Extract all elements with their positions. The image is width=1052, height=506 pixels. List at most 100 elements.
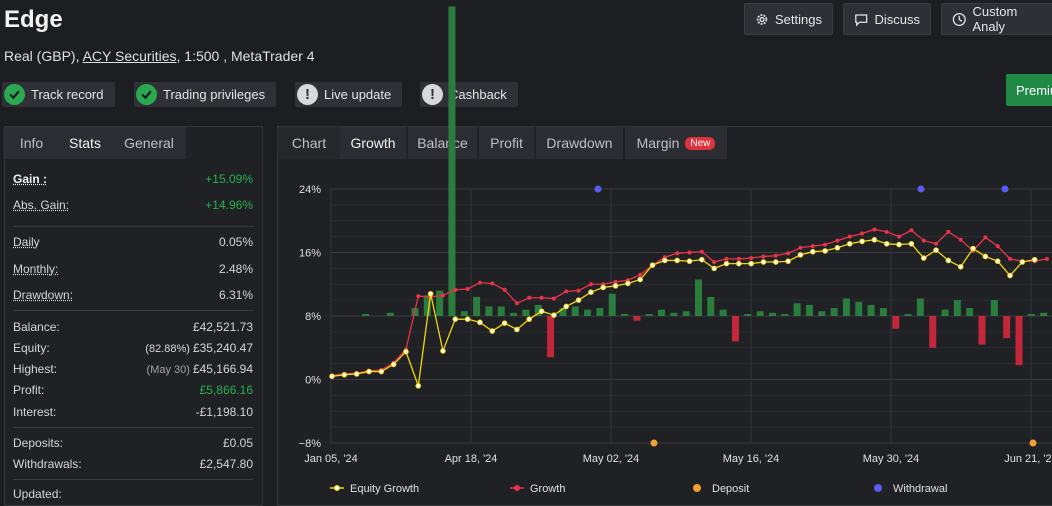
equity-point xyxy=(464,316,471,322)
growth-point xyxy=(983,235,988,240)
daily-bar xyxy=(1015,316,1023,366)
new-badge: New xyxy=(685,136,716,150)
custom-analysis-label: Custom Analy xyxy=(972,4,1018,34)
growth-point xyxy=(1045,256,1049,261)
equity-point xyxy=(723,260,730,267)
daily-bar xyxy=(768,312,776,316)
badge-label: Cashback xyxy=(449,87,507,102)
daily-bar xyxy=(596,308,604,316)
badge-label: Live update xyxy=(324,87,392,102)
growth-point xyxy=(823,242,828,247)
x-tick-label: Jan 05, '24 xyxy=(304,453,357,465)
divider xyxy=(13,427,253,428)
x-tick-label: Jun 21, '24 xyxy=(1004,453,1052,465)
tab-chart[interactable]: Chart xyxy=(278,127,340,159)
deposit-marker xyxy=(650,439,658,447)
equity-point xyxy=(477,319,483,326)
tab-profit[interactable]: Profit xyxy=(479,127,534,159)
badge-cashback[interactable]: ! Cashback xyxy=(420,82,518,107)
deposit-marker xyxy=(1029,439,1037,447)
x-tick-label: May 16, '24 xyxy=(723,453,780,465)
badge-label: Track record xyxy=(31,87,104,102)
settings-button[interactable]: Settings xyxy=(744,3,833,35)
daily-bar xyxy=(879,308,887,316)
equity-point xyxy=(908,240,915,247)
daily-bar xyxy=(731,316,739,342)
equity-point xyxy=(563,303,570,310)
legend-point-symbol xyxy=(334,485,340,491)
tab-drawdown[interactable]: Drawdown xyxy=(536,127,623,159)
badge-track-record[interactable]: Track record xyxy=(2,82,115,107)
daily-bar xyxy=(929,316,937,348)
daily-bar xyxy=(756,311,764,316)
tab-stats[interactable]: Stats xyxy=(58,127,112,159)
daily-bar xyxy=(830,308,838,316)
daily-bar xyxy=(547,316,555,358)
broker-link[interactable]: ACY Securities xyxy=(82,48,177,64)
account-details: , 1:500 , MetaTrader 4 xyxy=(176,48,315,64)
premium-button[interactable]: Premiu xyxy=(1006,74,1052,106)
growth-point xyxy=(835,238,840,243)
discuss-label: Discuss xyxy=(874,11,920,27)
daily-bar xyxy=(695,279,702,316)
y-tick-label: 8% xyxy=(305,311,321,323)
daily-bar xyxy=(362,314,370,316)
clock-icon xyxy=(952,12,966,26)
growth-point xyxy=(872,227,877,232)
legend-label: Withdrawal xyxy=(893,483,947,495)
growth-point xyxy=(736,256,741,261)
equity-point xyxy=(538,308,545,315)
tab-margin[interactable]: Margin New xyxy=(625,127,727,159)
equity-point xyxy=(760,259,767,265)
discuss-button[interactable]: Discuss xyxy=(843,3,931,35)
tab-info[interactable]: Info xyxy=(5,127,58,159)
daily-bar xyxy=(805,304,813,316)
stats-panel: Info Stats General Gain : +15.09% Abs. Ga… xyxy=(4,126,263,506)
daily-bar xyxy=(966,308,974,316)
daily-bar xyxy=(621,314,629,316)
equity-point xyxy=(736,260,742,267)
equity-point xyxy=(1031,256,1038,263)
divider xyxy=(13,479,253,480)
daily-bar xyxy=(658,309,666,316)
daily-bar xyxy=(584,309,592,316)
daily-bar xyxy=(559,308,567,316)
equity-point xyxy=(662,257,668,264)
growth-point xyxy=(564,289,569,294)
growth-point xyxy=(416,294,421,299)
tab-general[interactable]: General xyxy=(112,127,186,159)
legend-dot-symbol xyxy=(693,484,701,492)
check-icon xyxy=(136,84,157,105)
custom-analysis-button[interactable]: Custom Analy xyxy=(941,3,1052,35)
daily-bar xyxy=(485,306,493,316)
badge-label: Trading privileges xyxy=(163,87,266,102)
growth-point xyxy=(934,241,939,246)
growth-point xyxy=(909,228,914,233)
badge-live-update[interactable]: ! Live update xyxy=(295,82,402,107)
gear-icon xyxy=(756,13,768,25)
equity-point xyxy=(785,258,791,265)
daily-bar xyxy=(534,304,542,316)
equity-point xyxy=(427,290,434,297)
equity-point xyxy=(1007,272,1013,279)
equity-point xyxy=(896,241,902,248)
divider xyxy=(13,226,253,227)
tab-growth[interactable]: Growth xyxy=(340,127,406,159)
growth-point xyxy=(724,256,729,261)
equity-point xyxy=(920,255,927,261)
daily-bar xyxy=(1040,312,1048,316)
growth-point xyxy=(847,234,852,239)
badge-trading-privileges[interactable]: Trading privileges xyxy=(134,82,276,107)
daily-bar xyxy=(978,316,986,345)
equity-point xyxy=(329,373,335,380)
growth-point xyxy=(440,293,445,298)
equity-point xyxy=(501,320,508,326)
daily-bar xyxy=(916,298,924,316)
equity-point xyxy=(772,259,779,265)
growth-point xyxy=(699,249,704,254)
daily-bar xyxy=(855,301,863,316)
daily-bar xyxy=(436,290,444,316)
equity-point xyxy=(415,383,422,389)
withdrawal-marker xyxy=(1001,185,1009,193)
growth-point xyxy=(613,279,618,284)
